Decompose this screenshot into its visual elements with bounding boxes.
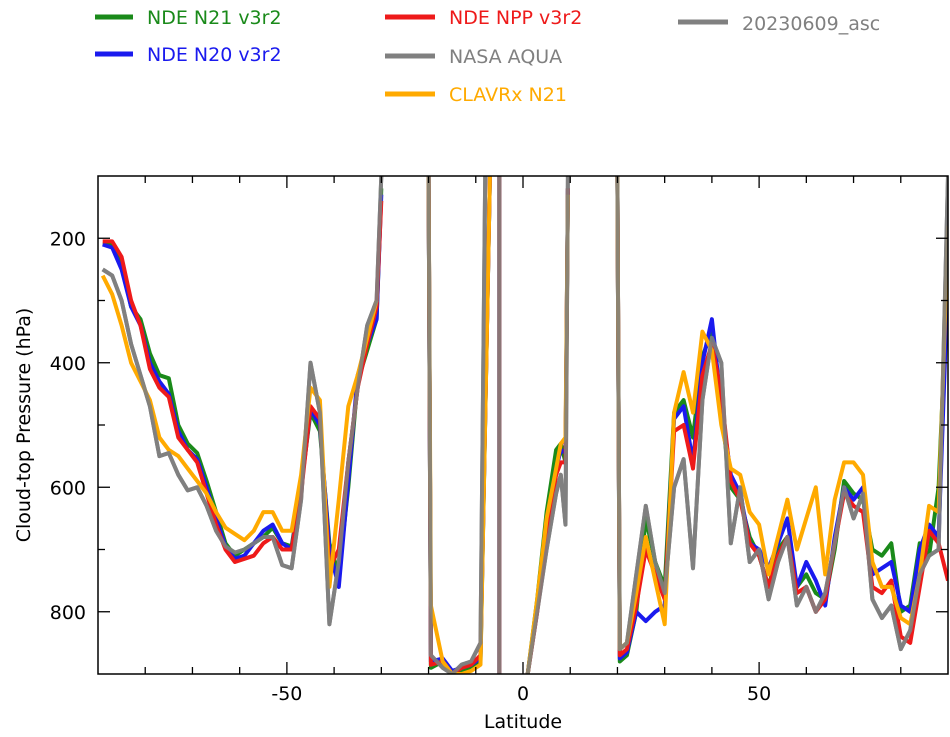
series-line-nasa-aqua bbox=[426, 176, 488, 674]
legend-label: NASA AQUA bbox=[449, 46, 562, 68]
legend-entry-clavrx-n21: CLAVRx N21 bbox=[385, 84, 567, 106]
legend-entry-nde-n21: NDE N21 v3r2 bbox=[95, 7, 282, 29]
y-tick-label: 800 bbox=[50, 602, 86, 624]
series-layer bbox=[100, 176, 948, 674]
series-line-clavrx-n21 bbox=[615, 176, 948, 652]
series-line-nasa-aqua bbox=[101, 176, 384, 627]
x-tick-label: -50 bbox=[271, 683, 302, 705]
series-line-nde-npp-v3r2 bbox=[525, 188, 570, 674]
series-line-nasa-aqua bbox=[615, 176, 948, 652]
series-line-nasa-aqua bbox=[525, 176, 570, 674]
y-tick-label: 400 bbox=[50, 353, 86, 375]
y-tick-label: 200 bbox=[50, 228, 86, 250]
legend-label: NDE N21 v3r2 bbox=[147, 7, 282, 29]
series-line-nde-n21-v3r2 bbox=[525, 188, 570, 674]
legend-entry-date: 20230609_asc bbox=[678, 13, 880, 35]
legend-label: CLAVRx N21 bbox=[449, 84, 567, 106]
legend-entry-nasa-aqua: NASA AQUA bbox=[385, 46, 562, 68]
legend-label: 20230609_asc bbox=[742, 13, 880, 35]
series-line-clavrx-n21 bbox=[100, 274, 379, 589]
legend-entry-nde-n20: NDE N20 v3r2 bbox=[95, 44, 282, 66]
series-line-clavrx-n21 bbox=[525, 194, 570, 674]
x-tick-label: 0 bbox=[517, 683, 529, 705]
series-line-nasa-aqua bbox=[525, 176, 570, 674]
legend-label: NDE NPP v3r2 bbox=[449, 7, 582, 29]
x-axis-title: Latitude bbox=[484, 711, 562, 733]
y-tick-label: 600 bbox=[50, 477, 86, 499]
series-line-nde-n20-v3r2 bbox=[525, 188, 570, 674]
y-axis-title: Cloud-top Pressure (hPa) bbox=[13, 308, 35, 543]
series-line-nasa-aqua bbox=[426, 176, 488, 674]
legend-entry-nde-npp: NDE NPP v3r2 bbox=[385, 7, 582, 29]
x-tick-label: 50 bbox=[747, 683, 771, 705]
legend-label: NDE N20 v3r2 bbox=[147, 44, 282, 66]
tick-layer: -50 0 50 200 400 600 800 bbox=[50, 176, 948, 705]
legend: NDE N21 v3r2 NDE N20 v3r2 NDE NPP v3r2 N… bbox=[95, 7, 880, 106]
series-line-nde-n21-v3r2 bbox=[102, 188, 384, 577]
series-line-clavrx-n21 bbox=[426, 176, 492, 674]
plot-area: -50 0 50 200 400 600 800 bbox=[50, 175, 949, 705]
